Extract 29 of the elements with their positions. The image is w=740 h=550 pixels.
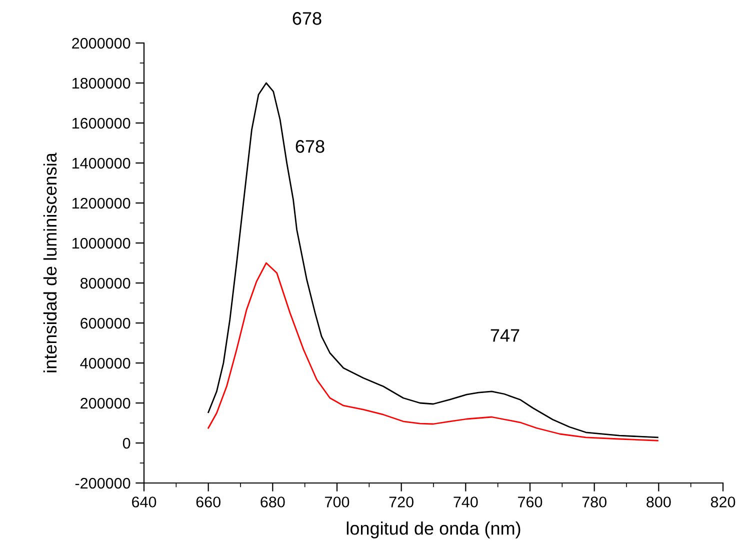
y-axis-title: intensidad de luminiscensia	[43, 152, 57, 372]
y-tick-label: 800000	[80, 278, 130, 289]
y-tick-label: 400000	[80, 358, 130, 369]
y-tick-label: 1000000	[72, 238, 130, 249]
annotation: 747	[490, 329, 520, 342]
y-tick-label: 0	[122, 438, 130, 449]
line-series	[208, 262, 658, 442]
x-tick-label: 740	[454, 496, 478, 508]
y-tick-label: 1200000	[72, 198, 130, 209]
x-tick-label: 780	[582, 496, 606, 508]
text: 678	[292, 12, 322, 25]
x-tick-label: 700	[325, 496, 350, 508]
x-axis-title: longitud de onda (nm)	[346, 522, 520, 538]
line-series	[208, 82, 658, 438]
y-tick-label: 2000000	[72, 38, 130, 49]
x-tick-label: 640	[132, 496, 156, 508]
x-tick-label: 820	[710, 496, 736, 508]
x-tick-label: 680	[260, 496, 285, 508]
y-tick-label: 200000	[80, 398, 130, 409]
y-tick-label: 600000	[80, 318, 130, 329]
x-tick-label: 800	[646, 496, 671, 508]
y-tick-label: 1600000	[72, 118, 130, 129]
y-tick-label: -200000	[75, 478, 130, 489]
y-tick-label: 1400000	[72, 158, 130, 169]
x-tick-label: 660	[196, 496, 220, 508]
x-tick-label: 760	[518, 496, 542, 508]
x-tick-label: 720	[389, 496, 414, 508]
annotation: 678	[296, 140, 324, 153]
y-tick-label: 1800000	[72, 78, 130, 89]
